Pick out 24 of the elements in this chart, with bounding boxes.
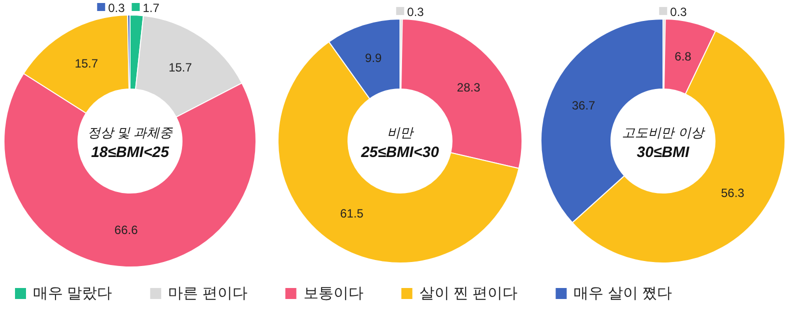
data-label: 56.3 — [721, 186, 745, 200]
text: 고도비만 이상 — [622, 125, 706, 140]
data-label: 9.9 — [365, 51, 382, 66]
data-label: 0.3 — [407, 5, 424, 19]
data-label: 36.7 — [572, 98, 596, 113]
data-label: 66.6 — [114, 222, 138, 237]
data-label: 0.3 — [108, 1, 126, 15]
text: 30≤BMI — [636, 144, 690, 161]
legend-label: 매우 말랐다 — [33, 285, 112, 302]
legend-label: 보통이다 — [303, 285, 364, 302]
text: 18≤BMI<25 — [91, 144, 170, 161]
data-label: 15.7 — [168, 60, 192, 75]
legend-label: 살이 찐 편이다 — [419, 285, 518, 302]
data-label: 6.8 — [674, 49, 692, 64]
legend-label: 마른 편이다 — [168, 285, 248, 302]
data-label: 28.3 — [456, 80, 481, 94]
text: 25≤BMI<30 — [360, 144, 440, 161]
text: 정상 및 과체중 — [87, 125, 174, 140]
data-label: 1.7 — [142, 1, 160, 15]
data-label: 15.7 — [74, 56, 98, 70]
text: 비만 — [387, 125, 415, 140]
data-label: 0.3 — [670, 5, 688, 19]
data-label: 61.5 — [340, 206, 364, 220]
legend-label: 매우 살이 쪘다 — [574, 285, 672, 302]
